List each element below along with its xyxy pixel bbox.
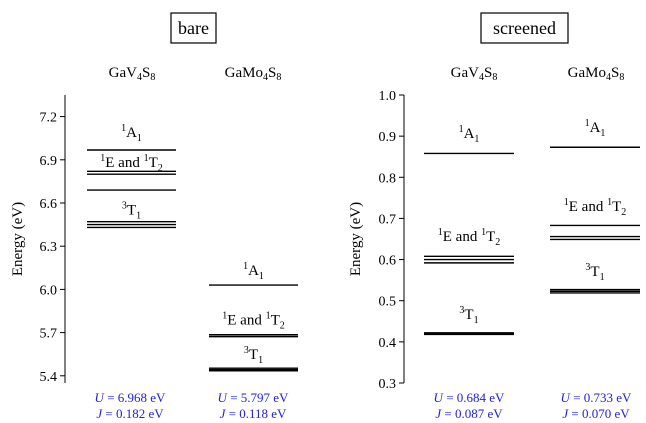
y-tick-label: 5.4 bbox=[40, 370, 58, 385]
param-J: J = 0.087 eV bbox=[435, 406, 503, 421]
y-axis-label-screened: Energy (eV) bbox=[348, 202, 364, 276]
state-label-1A1: 1A1 bbox=[585, 118, 606, 139]
state-label-1E-1T2: 1E and 1T2 bbox=[100, 153, 163, 174]
y-tick-label: 6.0 bbox=[40, 283, 58, 298]
level-group bbox=[424, 152, 514, 336]
panel-bare: bare 5.4 5.7 6.0 6.3 6.6 6.9 7.2 Energy (eV) G… bbox=[10, 12, 298, 421]
param-U: U = 5.797 eV bbox=[218, 390, 289, 405]
title-box-screened bbox=[480, 12, 569, 44]
state-label-1A1: 1A1 bbox=[243, 261, 264, 282]
state-label-1E-1T2: 1E and 1T2 bbox=[222, 311, 285, 332]
y-tick-label: 0.5 bbox=[379, 295, 397, 310]
level-group bbox=[209, 284, 298, 372]
panel-title-bare: bare bbox=[178, 18, 209, 38]
param-J: J = 0.070 eV bbox=[562, 406, 630, 421]
y-tick-label: 0.6 bbox=[379, 254, 397, 269]
panel-screened: screened 0.3 0.4 0.5 0.6 0.7 0.8 0.9 1.0 Energy… bbox=[348, 12, 640, 421]
param-U: U = 6.968 eV bbox=[95, 390, 166, 405]
state-label-3T1: 3T1 bbox=[244, 345, 263, 366]
state-label-3T1: 3T1 bbox=[122, 201, 141, 222]
y-tick-label: 0.9 bbox=[379, 130, 397, 145]
state-label-1E-1T2: 1E and 1T2 bbox=[438, 227, 501, 248]
param-U: U = 0.684 eV bbox=[434, 390, 505, 405]
param-J: J = 0.118 eV bbox=[220, 406, 287, 421]
y-tick-label: 0.4 bbox=[379, 336, 397, 351]
y-tick-label: 1.0 bbox=[379, 89, 397, 104]
title-box-bare bbox=[170, 12, 217, 44]
compound-label: GaMo4S8 bbox=[568, 65, 625, 83]
y-tick-label: 6.3 bbox=[40, 240, 58, 255]
y-tick-label: 5.7 bbox=[40, 327, 58, 342]
y-tick-label: 6.9 bbox=[40, 154, 58, 169]
y-ticks-screened: 0.3 0.4 0.5 0.6 0.7 0.8 0.9 1.0 bbox=[379, 89, 404, 392]
y-tick-label: 0.8 bbox=[379, 171, 397, 186]
level-group bbox=[550, 146, 640, 294]
compound-label: GaMo4S8 bbox=[225, 65, 282, 83]
y-tick-label: 0.7 bbox=[379, 212, 397, 227]
panel-title-screened: screened bbox=[493, 18, 556, 38]
level-group bbox=[87, 149, 176, 229]
y-axis-label-bare: Energy (eV) bbox=[10, 202, 26, 276]
param-U: U = 0.733 eV bbox=[561, 390, 632, 405]
y-tick-label: 0.3 bbox=[379, 377, 397, 392]
state-label-3T1: 3T1 bbox=[459, 305, 478, 326]
state-label-1A1: 1A1 bbox=[459, 124, 480, 145]
y-ticks-bare: 5.4 5.7 6.0 6.3 6.6 6.9 7.2 bbox=[40, 111, 65, 385]
y-tick-label: 6.6 bbox=[40, 197, 58, 212]
state-label-3T1: 3T1 bbox=[585, 262, 604, 283]
y-tick-label: 7.2 bbox=[40, 111, 58, 126]
state-label-1A1: 1A1 bbox=[121, 123, 142, 144]
state-label-1E-1T2: 1E and 1T2 bbox=[564, 197, 627, 218]
compound-label: GaV4S8 bbox=[109, 65, 156, 83]
param-J: J = 0.182 eV bbox=[96, 406, 164, 421]
compound-label: GaV4S8 bbox=[451, 65, 498, 83]
